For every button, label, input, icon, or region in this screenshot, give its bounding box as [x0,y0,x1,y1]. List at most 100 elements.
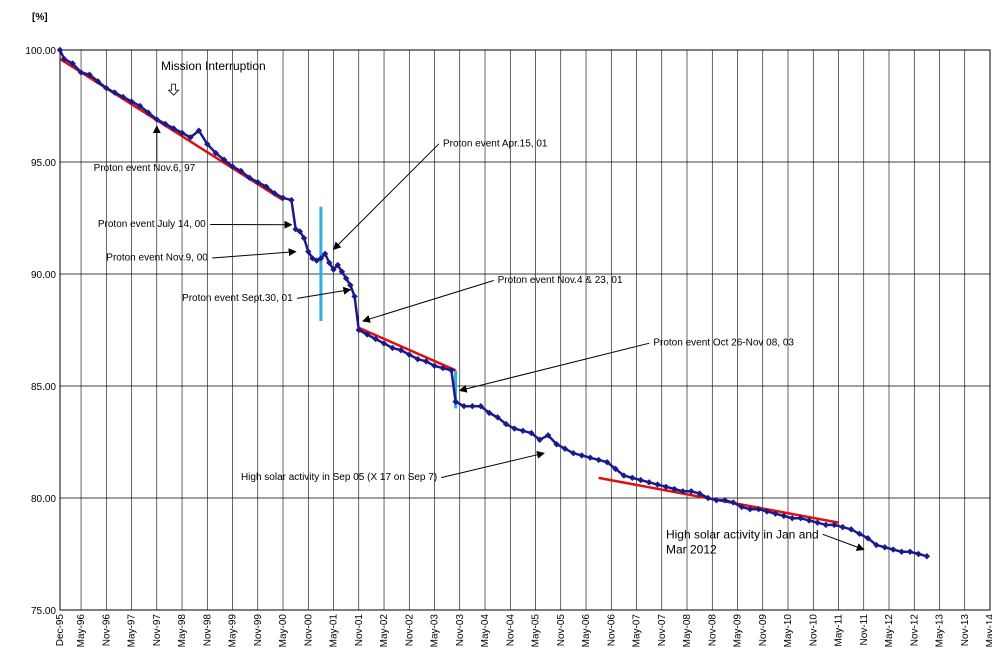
data-point [578,452,586,459]
x-tick-label: Nov-09 [758,614,769,647]
x-tick-label: May-00 [278,614,289,648]
data-point [511,425,518,432]
x-tick-label: May-14 [985,614,992,648]
data-point [56,46,64,54]
data-point [553,441,560,448]
data-point [856,530,863,538]
data-point [730,499,737,506]
x-tick-label: May-05 [531,614,542,648]
data-point [229,163,236,170]
data-point [271,190,278,197]
annotation-label: Proton event Apr.15, 01 [443,138,548,149]
data-point [502,420,510,428]
data-point [738,503,745,511]
x-tick-label: May-04 [480,614,491,648]
x-tick-label: May-01 [329,614,340,648]
data-point [814,519,821,526]
data-point [486,409,493,417]
annotation-arrow [212,248,297,259]
data-point [145,109,152,116]
data-point [460,402,468,410]
data-point [111,89,118,96]
x-tick-label: Nov-07 [657,614,668,647]
data-point [822,521,830,529]
data-point [772,510,779,517]
data-point [629,474,636,482]
y-axis-ticks: 75.00 80.00 85.00 90.00 95.00 100.00 [25,46,56,617]
data-point [839,523,846,531]
x-axis-ticks: Dec-95 May-96 Nov-96 May-97 Nov-97 May-98 Nov-… [55,614,992,648]
data-point [587,454,594,461]
data-point [890,546,897,553]
data-point [136,102,144,110]
data-point [292,226,299,233]
data-point [519,427,527,434]
data-point [389,344,396,352]
trend-line [358,326,457,372]
data-point [763,508,771,515]
data-point [338,268,346,275]
data-series [56,46,931,560]
y-tick-label: 100.00 [25,46,56,57]
interruption-arrow-icon [167,83,180,96]
data-point [431,362,438,370]
annotation-arrow [822,533,865,551]
x-tick-label: Nov-05 [556,614,567,647]
data-point [355,326,362,334]
data-point [923,553,931,560]
jump-markers [319,206,458,409]
data-point [721,497,729,504]
data-point [288,196,295,204]
data-point [452,398,459,405]
data-point [637,476,644,484]
data-point [119,93,127,101]
data-point [212,149,219,157]
annotation-label: High solar activity in Sep 05 (X 17 on S… [241,472,437,483]
x-tick-label: May-12 [884,614,895,648]
annotation-arrow [441,450,545,479]
data-point [61,55,68,63]
data-point [477,402,485,410]
data-point [342,275,350,282]
y-tick-label: 80.00 [31,494,56,505]
data-point [422,358,430,365]
x-tick-label: May-07 [632,614,643,648]
data-point [906,548,914,555]
data-point [195,127,203,134]
data-point [620,472,628,479]
data-point [254,178,261,186]
data-point [313,257,320,264]
data-point [671,485,678,493]
data-point [536,436,543,443]
data-point [544,432,552,439]
data-point [469,402,476,410]
y-tick-label: 90.00 [31,270,56,281]
data-point [237,167,245,175]
data-point [334,261,341,269]
x-tick-label: Dec-95 [55,614,66,647]
x-tick-label: Nov-97 [152,614,163,647]
y-tick-label: 95.00 [31,158,56,169]
data-point [178,129,186,137]
data-point [414,355,421,363]
data-point [713,497,720,504]
data-point [77,69,85,76]
x-tick-label: Nov-02 [404,614,415,647]
x-tick-label: May-08 [682,614,693,648]
data-point [220,156,228,163]
data-point [654,481,661,488]
y-axis-label: [%] [32,12,48,23]
x-tick-label: May-09 [733,614,744,648]
x-tick-label: Nov-10 [808,614,819,647]
data-point [204,140,211,148]
x-tick-label: Nov-06 [606,614,617,647]
data-point [797,514,804,522]
data-point [755,506,762,513]
data-point [69,60,76,67]
x-tick-label: May-03 [430,614,441,648]
annotation-label: Proton event Nov.9, 00 [106,253,208,264]
x-tick-label: Nov-13 [960,614,971,647]
x-tick-label: Nov-00 [303,614,314,647]
data-point [696,490,703,497]
